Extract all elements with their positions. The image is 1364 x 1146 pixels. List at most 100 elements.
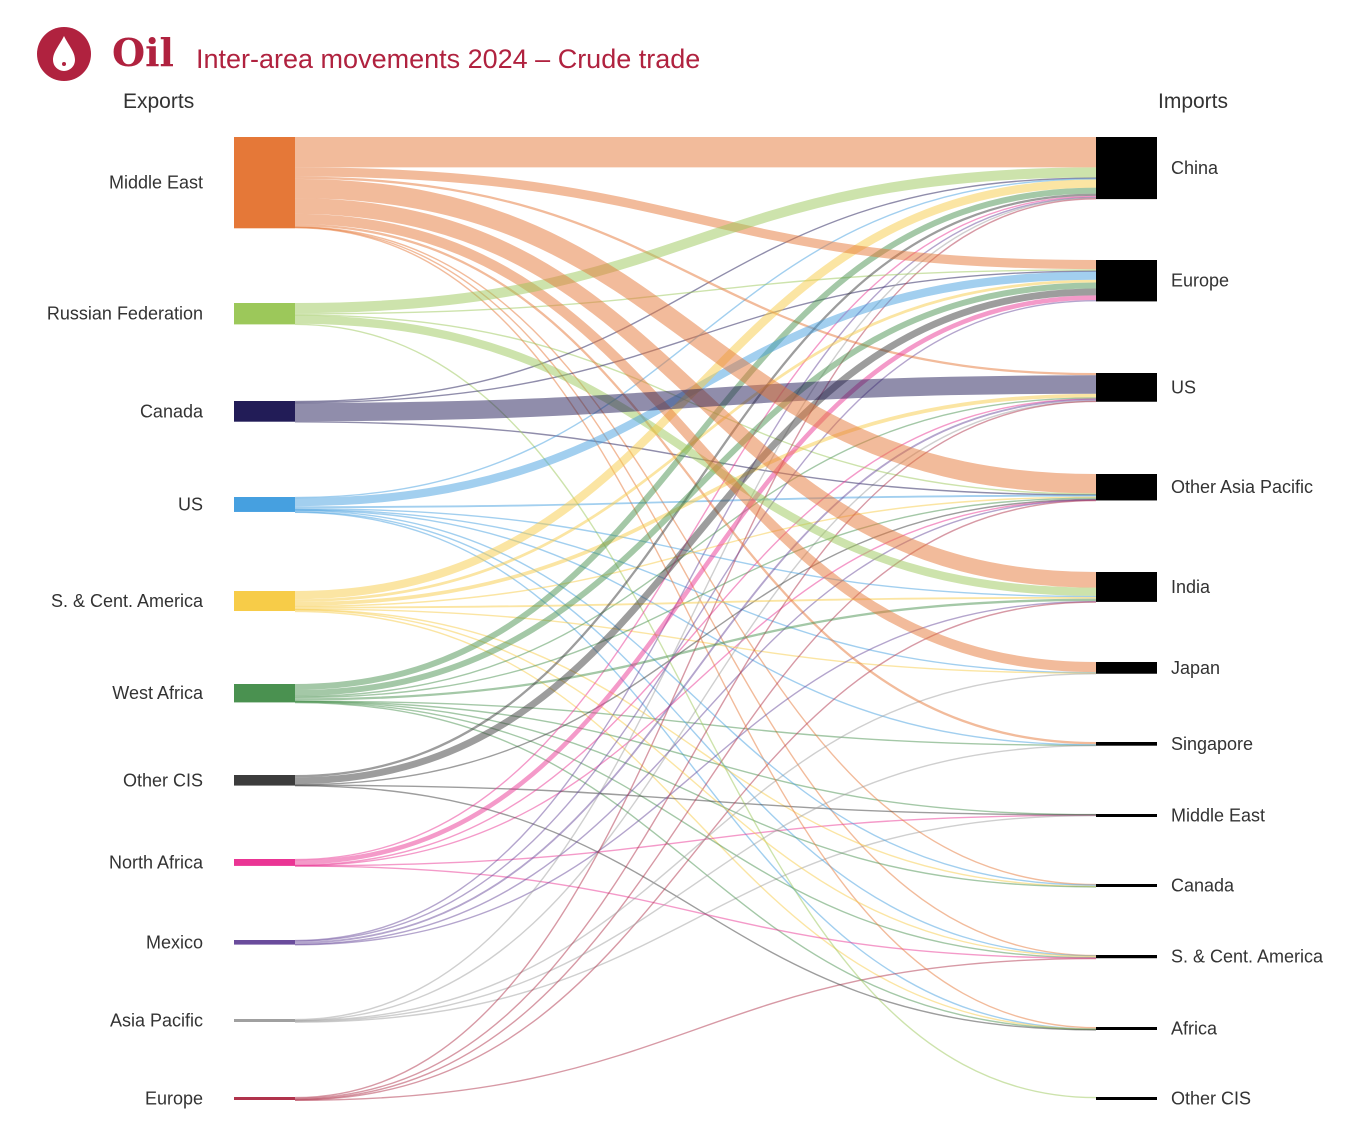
import-node [1096,572,1157,602]
import-node [1096,742,1157,746]
flow-link [294,178,1097,494]
import-label: Other Asia Pacific [1171,477,1313,497]
export-label: Russian Federation [47,304,203,324]
export-node [234,684,295,703]
flow-link [294,167,1097,314]
import-label: India [1171,577,1211,597]
flow-link [294,499,1097,1101]
import-node [1096,955,1157,959]
flow-link [294,288,1097,785]
import-node [1096,137,1157,200]
flow-link [294,701,1097,959]
export-node [234,591,295,612]
flow-link [294,400,1097,1100]
flow-link [294,323,1097,1099]
flow-link [294,398,1097,866]
import-label: US [1171,377,1196,397]
flow-link [294,196,1097,942]
import-label: Africa [1171,1019,1218,1039]
flow-link [294,596,1097,609]
flow-link [294,300,1097,942]
flow-link [294,785,1097,1031]
export-label: West Africa [112,683,204,703]
import-label: S. & Cent. America [1171,947,1324,967]
flow-link [294,176,1097,376]
flow-link [294,295,1097,865]
flow-link [294,393,1097,606]
flow-link [294,197,1097,1021]
export-node [234,401,295,422]
flow-link [294,700,1097,888]
export-label: S. & Cent. America [51,591,204,611]
import-label: Japan [1171,658,1220,678]
import-node [1096,1027,1157,1030]
export-label: Mexico [146,932,203,952]
export-label: Middle East [109,173,203,193]
export-node [234,940,295,945]
flow-link [294,608,1097,888]
export-label: US [178,494,203,514]
flow-link [294,213,1097,673]
flow-link [294,499,1097,867]
flow-link [294,608,1097,674]
flow-link [294,814,1097,867]
export-node [234,775,295,786]
flow-link [294,508,1097,674]
flow-link [294,198,1097,1099]
import-label: Singapore [1171,734,1253,754]
export-node [234,497,295,512]
export-node [234,137,295,229]
exports-header: Exports [123,90,195,113]
flow-link [294,744,1097,1023]
export-label: Asia Pacific [110,1011,203,1031]
flow-link [294,315,1097,596]
flow-link [294,397,1097,698]
import-node [1096,814,1157,817]
flow-link [294,269,1097,315]
flow-link [294,398,1097,944]
export-node [234,859,295,866]
import-node [1096,260,1157,302]
import-node [1096,373,1157,402]
export-node [234,1097,295,1100]
import-node [1096,1097,1157,1100]
flow-link [294,226,1097,886]
flow-link [294,814,1097,1023]
flow-link [294,610,1097,1030]
flow-link [294,499,1097,945]
flow-link [294,700,1097,747]
import-label: Europe [1171,271,1229,291]
export-node [234,303,295,325]
import-label: Canada [1171,876,1235,896]
flow-link [294,498,1097,786]
flow-link [294,282,1097,696]
flow-link [294,701,1097,1031]
flow-link [294,375,1097,422]
export-label: Other CIS [123,770,203,790]
flow-link [294,496,1097,608]
flow-link [294,609,1097,958]
page-title: Inter-area movements 2024 – Crude trade [196,44,701,74]
brand-name: Oil [112,30,174,75]
flow-link [294,497,1097,699]
flow-link [294,957,1097,1102]
flow-link [294,177,1097,403]
flow-link [294,700,1097,816]
imports-header: Imports [1158,90,1229,113]
import-label: Middle East [1171,806,1265,826]
import-label: China [1171,158,1219,178]
flow-link [294,601,1097,1101]
export-label: Canada [140,401,204,421]
export-label: North Africa [109,852,204,872]
flow-link [294,511,1097,1030]
flow-link [294,598,1097,701]
export-label: Europe [145,1089,203,1109]
flow-link [294,511,1097,957]
import-label: Other CIS [1171,1089,1251,1109]
export-node [234,1019,295,1022]
import-node [1096,662,1157,674]
import-node [1096,884,1157,887]
flow-link [294,509,1097,886]
flow-link [294,507,1097,598]
